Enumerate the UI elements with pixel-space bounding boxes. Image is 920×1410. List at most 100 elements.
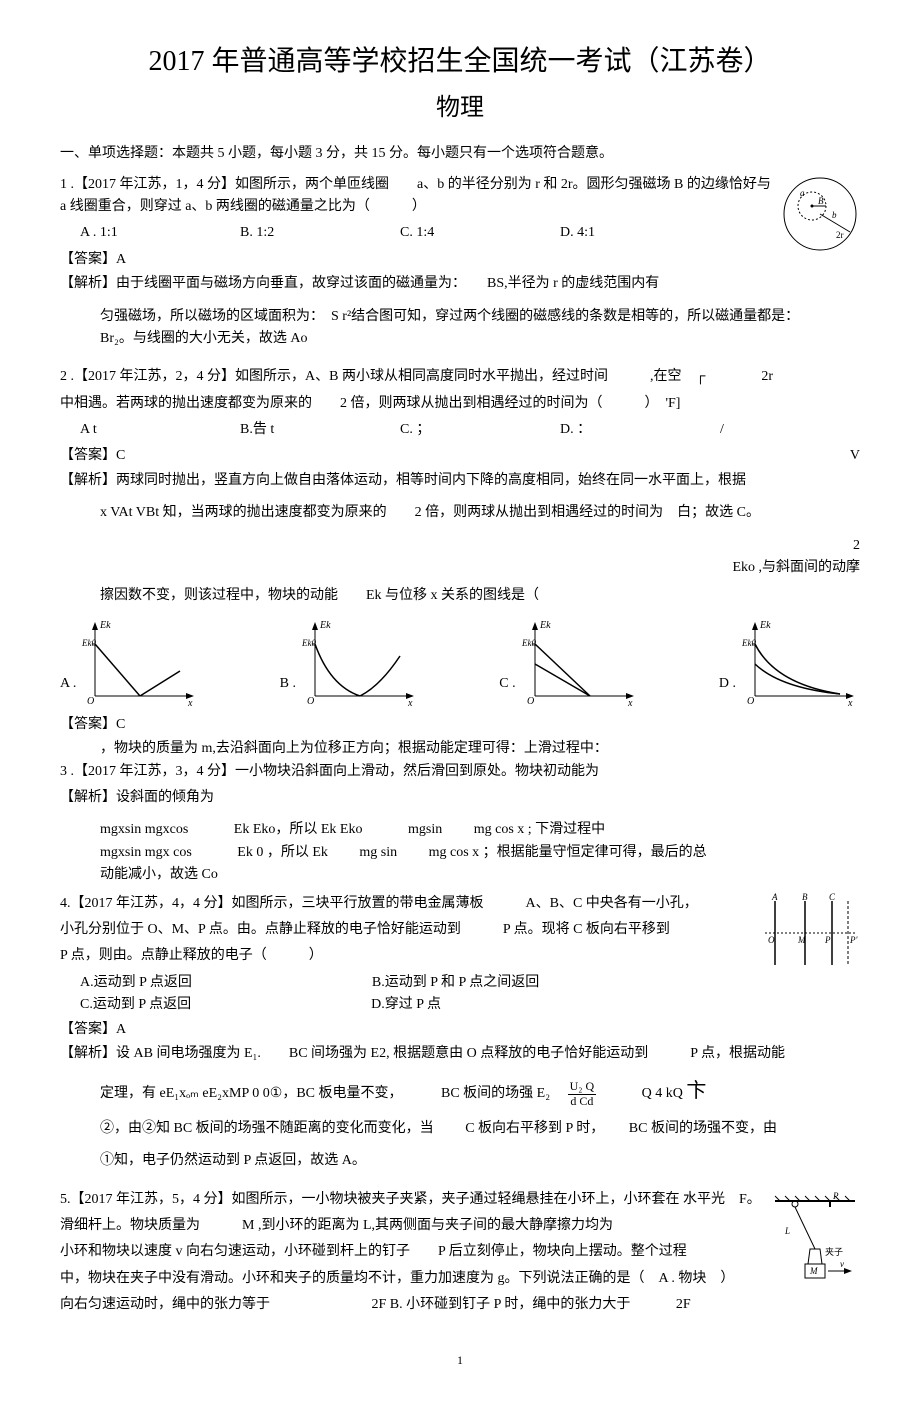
q5-line5a: 向右匀速运动时，绳中的张力等于 [60,1297,270,1312]
svg-text:2r: 2r [836,230,844,240]
q2-stem-2: 中相遇。若两球的抛出速度都变为原来的 2 倍，则两球从抛出到相遇经过的时间为（ … [60,393,860,415]
svg-text:b: b [832,210,837,220]
q3-line1d: mg cos x ; 下滑过程中 [474,822,605,837]
svg-text:Ek0: Ek0 [741,638,756,648]
q2-analysis-4: Eko ,与斜面间的动摩 [60,557,860,579]
svg-text:a: a [800,188,805,198]
svg-text:x: x [627,698,633,706]
q4-opt-c: C.运动到 P 点返回 [80,994,191,1016]
q4-figure: A B C O M P P' [760,893,860,981]
q4-analysis-3c: BC 板间的场强不变，由 [629,1121,777,1136]
svg-text:M: M [809,1266,818,1276]
svg-text:x: x [187,698,193,706]
q3-analysis-label: 【解析】设斜面的倾角为 [60,787,860,809]
svg-text:B: B [802,893,808,902]
q1-options: A . 1:1 B. 1:2 C. 1:4 D. 4:1 [80,222,772,244]
svg-text:P': P' [849,935,858,945]
q3-label-c: C . [499,673,515,705]
svg-text:A: A [771,893,778,902]
svg-text:O: O [527,696,534,706]
q3-line2a: mgxsin mgx cos [100,845,192,860]
svg-text:x: x [407,698,413,706]
svg-text:Ek: Ek [319,620,331,631]
q4-frac-1: U₂ Q d Cd [568,1080,597,1107]
svg-text:O: O [87,696,94,706]
svg-text:P: P [824,935,831,945]
q3-label-b: B . [280,673,296,705]
q1-opt-d: D. 4:1 [560,222,680,244]
q1-opt-a: A . 1:1 [80,222,200,244]
q4-analysis-2a: 定理，有 eE₁xₒₘ eE₂xMP 0 0①，BC 板电量不变， [100,1086,396,1101]
svg-text:O: O [768,935,775,945]
page-title-main: 2017 年普通高等学校招生全国统一考试（江苏卷） [60,40,860,85]
q4-opt-b: B.运动到 P 和 P 点之间返回 [372,972,539,994]
q2-answer-text: 【答案】C [60,448,125,463]
q3-line2d: mg cos x ；根据能量守恒定律可得，最后的总 [429,845,707,860]
q2-analysis-2: x VAt VBt 知，当两球的抛出速度都变为原来的 2 倍，则两球从抛出到相遇… [100,502,860,524]
q2-opt-b: B.告 t [240,419,360,441]
q3-line3: 动能减小，故选 Co [100,864,860,886]
svg-text:B: B [818,196,824,206]
q3-graph-c: C . Ek Ek0 O x [499,616,639,706]
svg-text:M: M [797,935,806,945]
q3-mid-line: ，物块的质量为 m,去沿斜面向上为位移正方向；根据动能定理可得：上滑过程中： [100,738,860,760]
q3-line2c: mg sin [359,845,397,860]
q4-frac2-num: Q 4 kQ [642,1086,683,1101]
q3-line1a: mgxsin mgxcos [100,822,188,837]
q2-analysis-2a: x VAt VBt 知，当两球的抛出速度都变为原来的 2 倍，则两球从抛出到相遇… [100,505,760,520]
q3-line2b: Ek 0 ，所以 Ek [237,845,328,860]
q2-analysis-1: 【解析】两球同时抛出，竖直方向上做自由落体运动，相等时间内下降的高度相同，始终在… [60,470,860,492]
q4-stem-1: 4.【2017 年江苏，4，4 分】如图所示，三块平行放置的带电金属薄板 A、B… [60,893,860,915]
q3-stem: 3 .【2017 年江苏，3，4 分】一小物块沿斜面向上滑动，然后滑回到原处。物… [60,761,860,783]
q3-pre-line: 擦因数不变，则该过程中，物块的动能 Ek 与位移 x 关系的图线是（ [100,585,860,607]
q2-stem-1: 2 .【2017 年江苏，2，4 分】如图所示，A、B 两小球从相同高度同时水平… [60,366,860,388]
q4-analysis-1: 【解析】设 AB 间电场强度为 E₁. BC 间场强为 E2, 根据题意由 O … [60,1043,860,1065]
q1-opt-b: B. 1:2 [240,222,360,244]
question-3: 擦因数不变，则该过程中，物块的动能 Ek 与位移 x 关系的图线是（ A . E… [60,585,860,886]
page-title-sub: 物理 [60,89,860,127]
question-4: A B C O M P P' 4.【2017 年江苏，4，4 分】如图所示，三块… [60,893,860,1183]
svg-text:x: x [847,698,853,706]
q1-opt-c: C. 1:4 [400,222,520,244]
svg-text:O: O [747,696,754,706]
q4-stem-2: 小孔分别位于 O、M、P 点。由。点静止释放的电子恰好能运动到 P 点。现将 C… [60,919,860,941]
q5-stem-4: 中，物块在夹子中没有滑动。小环和夹子的质量均不计，重力加速度为 g。下列说法正确… [60,1268,860,1290]
q2-opt-a: A t [80,419,200,441]
q2-opt-c: C. ； [400,419,520,441]
svg-text:夹子: 夹子 [825,1246,843,1257]
q4-opt-d: D.穿过 P 点 [371,994,441,1016]
q4-frac1-den: d Cd [568,1095,597,1108]
svg-text:P: P [832,1191,839,1201]
question-1: a b B 2r 1 .【2017 年江苏，1，4 分】如图所示，两个单匝线圈 … [60,174,860,361]
svg-text:L: L [784,1226,790,1236]
svg-text:O: O [307,696,314,706]
q2-extra-1: / [720,419,840,441]
q1-analysis-2: 匀强磁场，所以磁场的区域面积为： S r²结合图可知，穿过两个线圈的磁感线的条数… [100,306,860,351]
page-number: 1 [60,1351,860,1370]
q2-options: A t B.告 t C. ； D. ： / [80,419,860,441]
q4-analysis-3: ②，由②知 BC 板间的场强不随距离的变化而变化，当 C 板向右平移到 P 时，… [100,1118,860,1140]
q3-line2: mgxsin mgx cos Ek 0 ，所以 Ek mg sin mg cos… [100,842,860,864]
q2-opt-d: D. ： [560,419,680,441]
q3-line1: mgxsin mgxcos Ek Eko，所以 Ek Eko mgsin mg … [100,819,860,841]
q1-stem: 1 .【2017 年江苏，1，4 分】如图所示，两个单匝线圈 a、b 的半径分别… [60,174,860,219]
q4-analysis-3b: C 板向右平移到 P 时， [465,1121,597,1136]
q3-graphs: A . Ek Ek0 O x B . [60,616,860,706]
q3-line1c: mgsin [408,822,442,837]
q1-answer: 【答案】A [60,249,860,271]
svg-text:Ek: Ek [539,620,551,631]
q5-stem-2: 滑细杆上。物块质量为 M ,到小环的距离为 L,其两侧面与夹子间的最大静摩擦力均… [60,1215,860,1237]
q3-label-a: A . [60,673,76,705]
q4-answer: 【答案】A [60,1019,860,1041]
q1-analysis-1: 【解析】由于线圈平面与磁场方向垂直，故穿过该面的磁通量为： BS,半径为 r 的… [60,273,860,295]
question-5: P L 夹子 M v 5.【2017 年江苏，5，4 分】如图所示，一小物块被夹… [60,1189,860,1321]
q5-line5b: 2F B. 小环碰到钉子 P 时，绳中的张力大于 [372,1297,631,1312]
q5-line5: 向右匀速运动时，绳中的张力等于 2F B. 小环碰到钉子 P 时，绳中的张力大于… [60,1294,860,1316]
svg-text:C: C [829,893,836,902]
q4-analysis-2b: BC 板间的场强 E₂ [441,1086,550,1101]
svg-text:Ek0: Ek0 [301,638,316,648]
q2-extra-2: V [850,445,860,467]
q5-stem-3: 小环和物块以速度 v 向右匀速运动，小环碰到杆上的钉子 P 后立刻停止，物块向上… [60,1241,860,1263]
q4-analysis-4: ①知，电子仍然运动到 P 点返回，故选 A。 [100,1150,860,1172]
q5-figure: P L 夹子 M v [770,1189,860,1297]
